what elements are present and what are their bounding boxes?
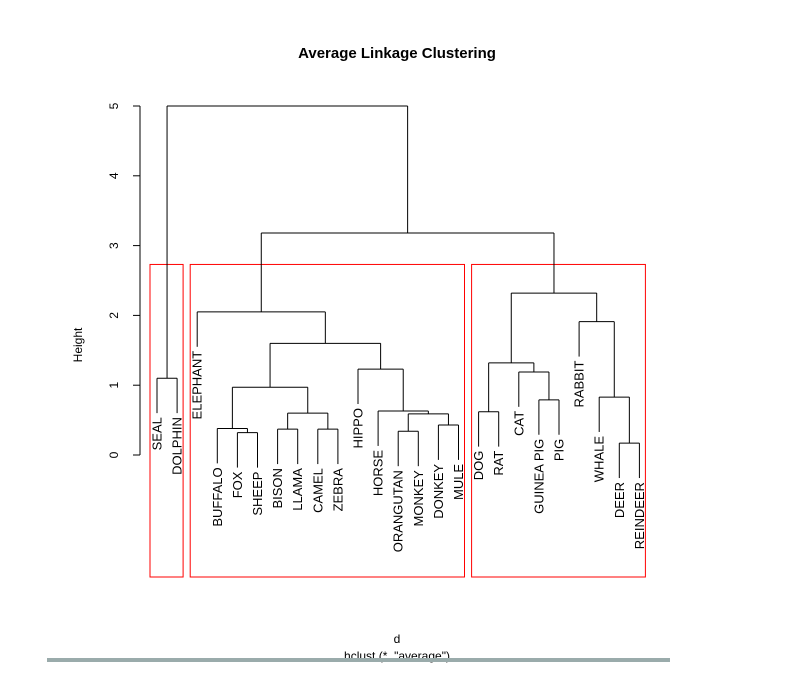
leaf-label: LLAMA (290, 468, 305, 511)
leaf-label: ZEBRA (330, 468, 345, 512)
y-tick-label: 0 (107, 451, 121, 458)
chart-title: Average Linkage Clustering (298, 45, 496, 62)
leaf-labels: SEAL DOLPHIN ELEPHANT BUFFALO FOX SHEEP BISON L… (150, 351, 647, 553)
leaf-label: REINDEER (632, 482, 647, 549)
y-axis: 0 1 2 3 4 5 (107, 102, 141, 458)
leaf-label: BISON (270, 468, 285, 508)
cluster-box (471, 263, 646, 578)
cluster-boxes (149, 263, 646, 578)
x-axis-label: d (394, 632, 401, 646)
leaf-label: MULE (451, 464, 466, 500)
leaf-label: SEAL (150, 417, 165, 450)
y-axis-label: Height (71, 327, 85, 362)
leaf-label: DEER (612, 482, 627, 518)
leaf-label: PIG (552, 439, 567, 461)
y-tick-label: 3 (107, 242, 121, 249)
leaf-label: HORSE (371, 450, 386, 497)
y-tick-label: 2 (107, 312, 121, 319)
leaf-label: DOG (471, 451, 486, 481)
dendrogram-branches (156, 105, 640, 479)
bottom-divider (47, 658, 670, 662)
leaf-label: ORANGUTAN (391, 470, 406, 552)
y-tick-label: 1 (107, 382, 121, 389)
leaf-label: WHALE (592, 436, 607, 483)
leaf-label: MONKEY (411, 470, 426, 527)
leaf-label: DONKEY (431, 464, 446, 519)
leaf-label: GUINEA PIG (531, 439, 546, 514)
y-tick-label: 4 (107, 172, 121, 179)
leaf-label: RABBIT (572, 361, 587, 408)
leaf-label: ELEPHANT (190, 351, 205, 420)
leaf-label: RAT (491, 451, 506, 476)
leaf-label: FOX (230, 471, 245, 498)
y-tick-label: 5 (107, 102, 121, 109)
leaf-label: CAMEL (310, 468, 325, 513)
leaf-label: SHEEP (250, 472, 265, 516)
cluster-box (189, 263, 465, 578)
leaf-label: DOLPHIN (170, 417, 185, 475)
leaf-label: HIPPO (351, 408, 366, 448)
leaf-label: CAT (511, 411, 526, 436)
leaf-label: BUFFALO (210, 467, 225, 526)
